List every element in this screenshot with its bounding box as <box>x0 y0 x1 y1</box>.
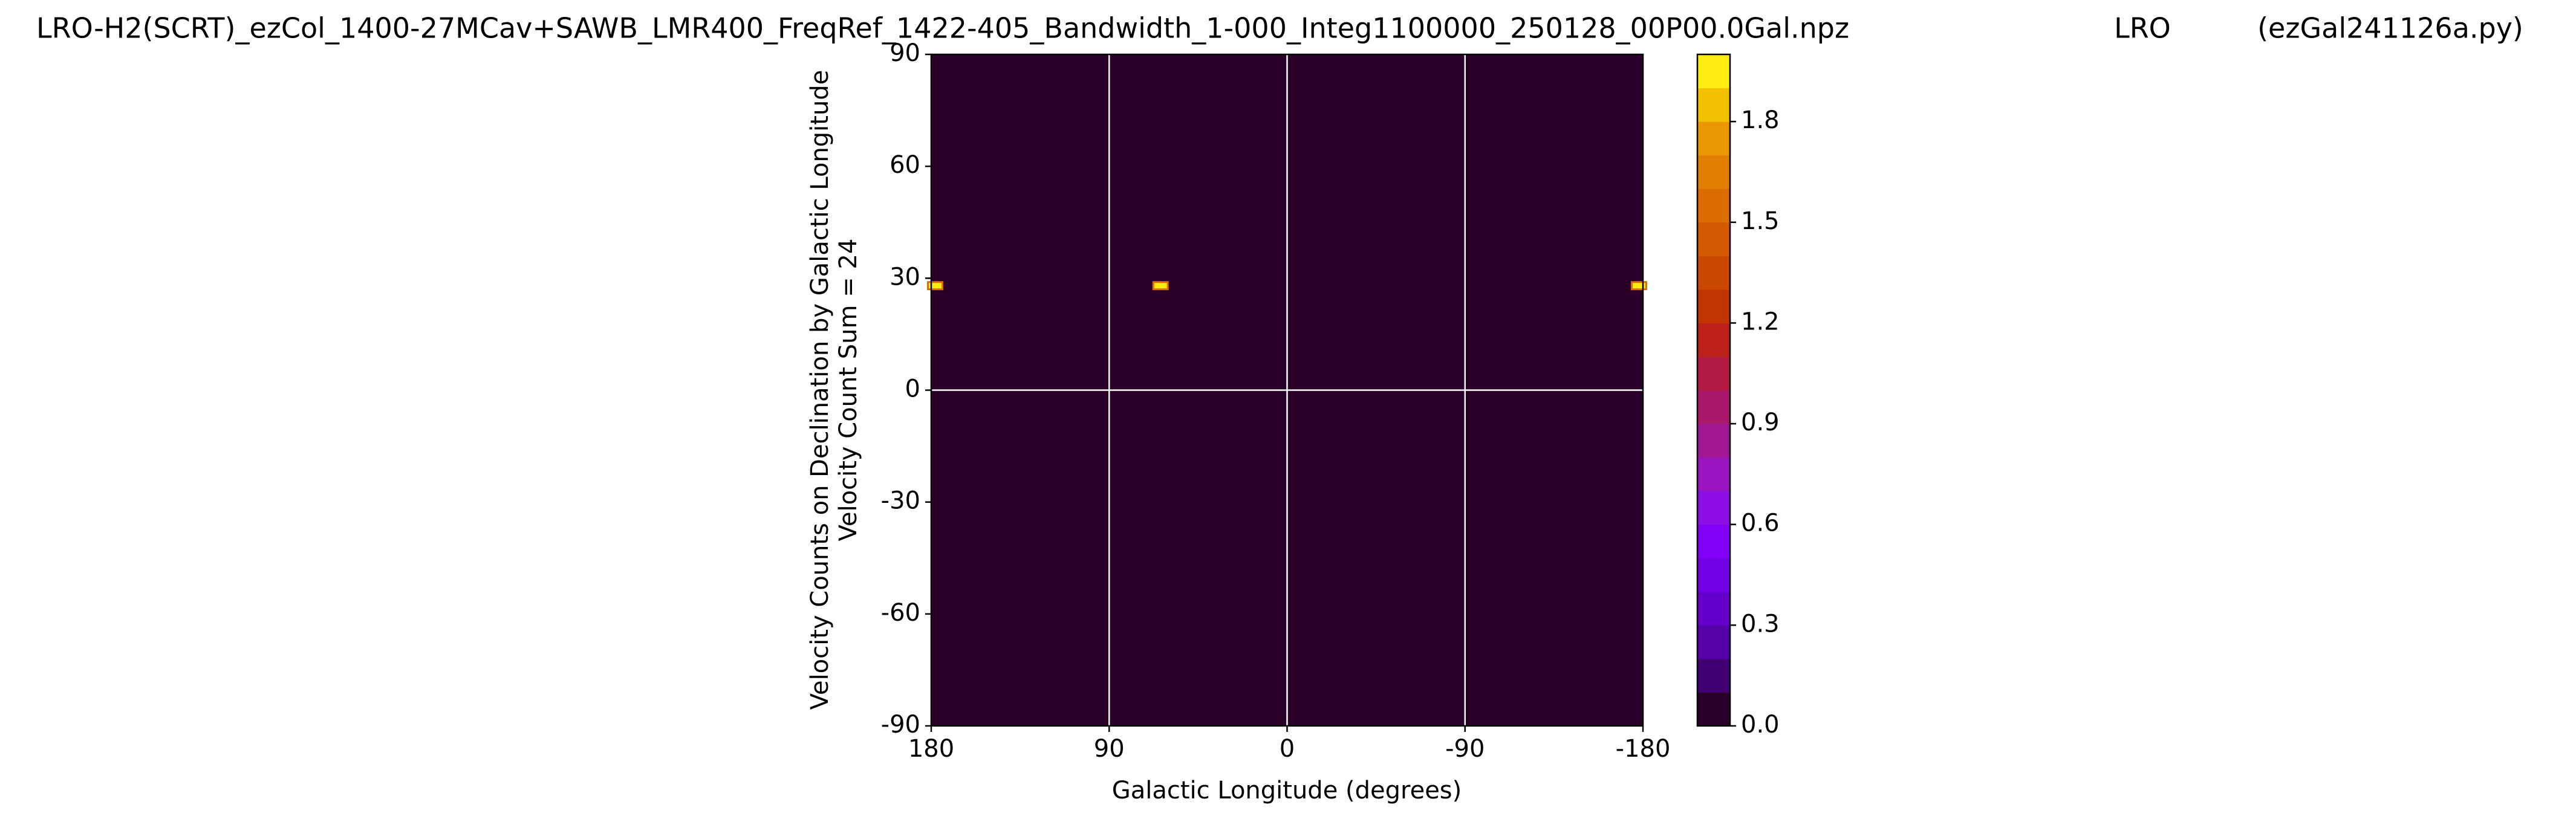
colorbar-band <box>1697 424 1730 458</box>
colorbar-tick-label: 0.0 <box>1741 711 1780 739</box>
x-axis-label: Galactic Longitude (degrees) <box>1112 777 1462 804</box>
x-tick-label: 0 <box>1280 735 1295 763</box>
colorbar-band <box>1697 692 1730 726</box>
colorbar-band <box>1697 323 1730 357</box>
colorbar-band <box>1697 189 1730 223</box>
chart-title: LRO-H2(SCRT)_ezCol_1400-27MCav+SAWB_LMR4… <box>36 12 1849 45</box>
y-tick-label: -30 <box>881 487 920 515</box>
x-tick-label: -90 <box>1445 735 1485 763</box>
colorbar-band <box>1697 591 1730 626</box>
colorbar-band <box>1697 524 1730 558</box>
colorbar-frame <box>1696 53 1731 727</box>
colorbar-tick-label: 0.3 <box>1741 610 1780 638</box>
x-tick-label: 90 <box>1094 735 1125 763</box>
colorbar-tick-label: 1.2 <box>1741 308 1780 335</box>
heat-cell <box>1630 281 1647 291</box>
heat-cell <box>927 281 944 291</box>
y-tick-label: 90 <box>890 39 920 67</box>
y-axis-label: Velocity Counts on Declination by Galact… <box>806 70 834 710</box>
colorbar-tick-label: 0.6 <box>1741 510 1780 537</box>
colorbar-band <box>1697 256 1730 290</box>
y-tick-label: -60 <box>881 599 920 627</box>
y-tick-label: 30 <box>890 263 920 291</box>
heat-cell <box>1152 281 1169 291</box>
chart-title-center: LRO <box>2114 12 2171 45</box>
colorbar-band <box>1697 222 1730 256</box>
x-tick-label: -180 <box>1616 735 1671 763</box>
colorbar-band <box>1697 491 1730 525</box>
colorbar-band <box>1697 121 1730 156</box>
colorbar-band <box>1697 88 1730 122</box>
colorbar-band <box>1697 457 1730 491</box>
colorbar-band <box>1697 289 1730 323</box>
colorbar-band <box>1697 658 1730 693</box>
y-tick-label: -90 <box>881 711 920 739</box>
colorbar-tick-label: 1.5 <box>1741 207 1780 235</box>
colorbar-band <box>1697 54 1730 89</box>
colorbar-band <box>1697 625 1730 659</box>
colorbar-tick-label: 0.9 <box>1741 409 1780 436</box>
colorbar-tick-label: 1.8 <box>1741 106 1780 134</box>
chart-title-right: (ezGal241126a.py) <box>2257 12 2523 45</box>
y-tick-label: 60 <box>890 151 920 179</box>
colorbar-band <box>1697 558 1730 592</box>
colorbar-band <box>1697 155 1730 189</box>
colorbar-band <box>1697 356 1730 390</box>
colorbar-band <box>1697 390 1730 424</box>
y-tick-label: 0 <box>905 375 920 403</box>
y-axis-label-sum: Velocity Count Sum = 24 <box>834 239 862 542</box>
x-tick-label: 180 <box>908 735 954 763</box>
